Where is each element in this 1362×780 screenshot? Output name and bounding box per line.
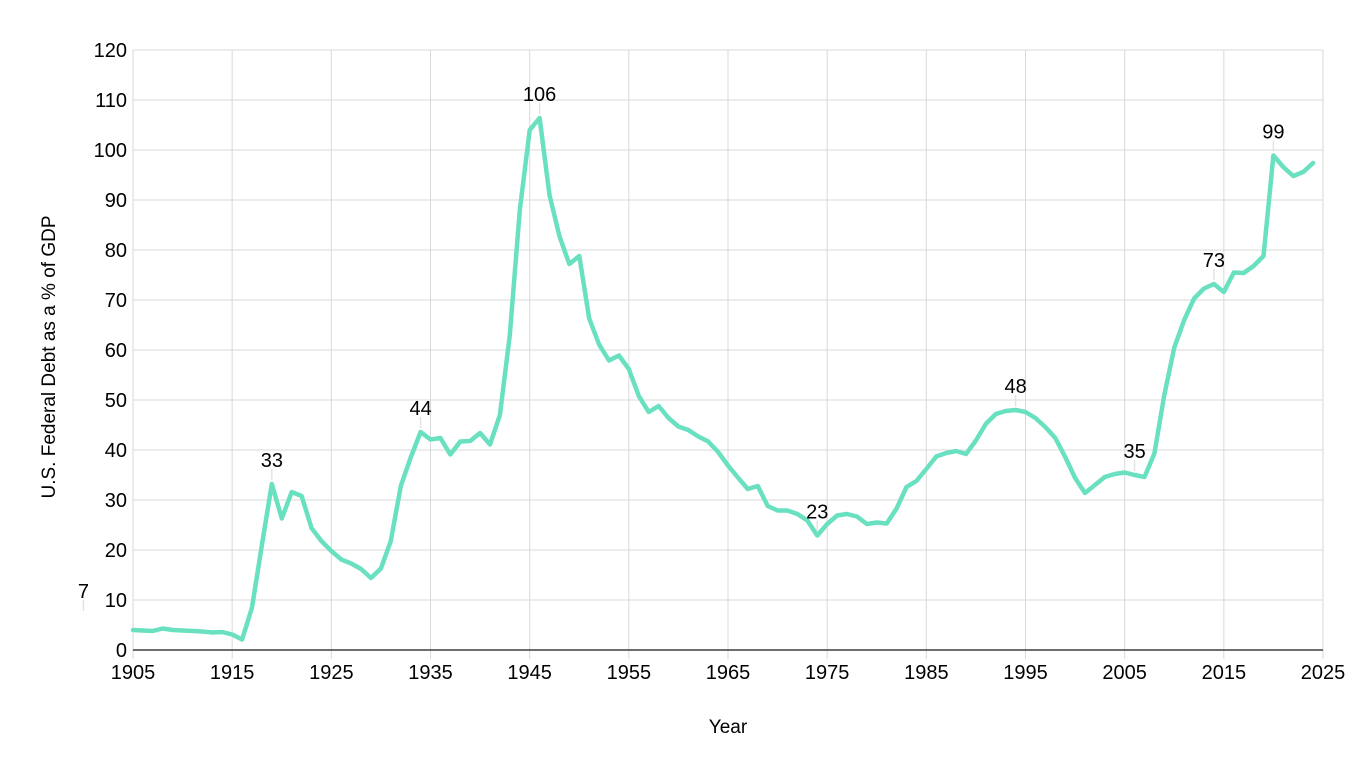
x-tick-label: 1915 <box>210 662 255 684</box>
x-tick-label: 1905 <box>111 662 156 684</box>
x-tick-label: 1935 <box>408 662 453 684</box>
y-tick-label: 10 <box>105 590 127 612</box>
y-tick-label: 30 <box>105 490 127 512</box>
y-tick-label: 100 <box>94 140 127 162</box>
x-tick-label: 2005 <box>1102 662 1147 684</box>
x-axis-title: Year <box>708 717 748 738</box>
annotation-label: 44 <box>409 398 431 420</box>
annotation-label: 23 <box>806 502 828 524</box>
annotation-label: 33 <box>261 450 283 472</box>
x-tick-label: 1955 <box>607 662 652 684</box>
annotation-label: 7 <box>78 581 89 603</box>
y-tick-label: 40 <box>105 440 127 462</box>
y-axis-title: U.S. Federal Debt as a % of GDP <box>39 215 60 499</box>
y-tick-label: 20 <box>105 540 127 562</box>
y-tick-label: 60 <box>105 340 127 362</box>
y-tick-label: 120 <box>94 40 127 62</box>
y-tick-label: 70 <box>105 290 127 312</box>
x-tick-label: 1985 <box>904 662 949 684</box>
annotation-label: 73 <box>1203 250 1225 272</box>
y-tick-label: 90 <box>105 190 127 212</box>
y-tick-label: 80 <box>105 240 127 262</box>
y-tick-label: 0 <box>116 640 127 662</box>
annotation-label: 35 <box>1123 441 1145 463</box>
series-line <box>130 115 1316 642</box>
x-tick-label: 2025 <box>1301 662 1346 684</box>
annotation-label: 48 <box>1004 376 1026 398</box>
y-tick-label: 110 <box>95 90 127 112</box>
x-tick-label: 1965 <box>706 662 751 684</box>
annotation-label: 99 <box>1262 122 1284 144</box>
x-tick-label: 1945 <box>507 662 552 684</box>
annotation-label: 106 <box>523 84 556 106</box>
x-tick-label: 1925 <box>309 662 354 684</box>
x-tick-label: 1995 <box>1003 662 1048 684</box>
y-tick-label: 50 <box>105 390 127 412</box>
x-tick-label: 2015 <box>1202 662 1247 684</box>
x-tick-label: 1975 <box>805 662 850 684</box>
